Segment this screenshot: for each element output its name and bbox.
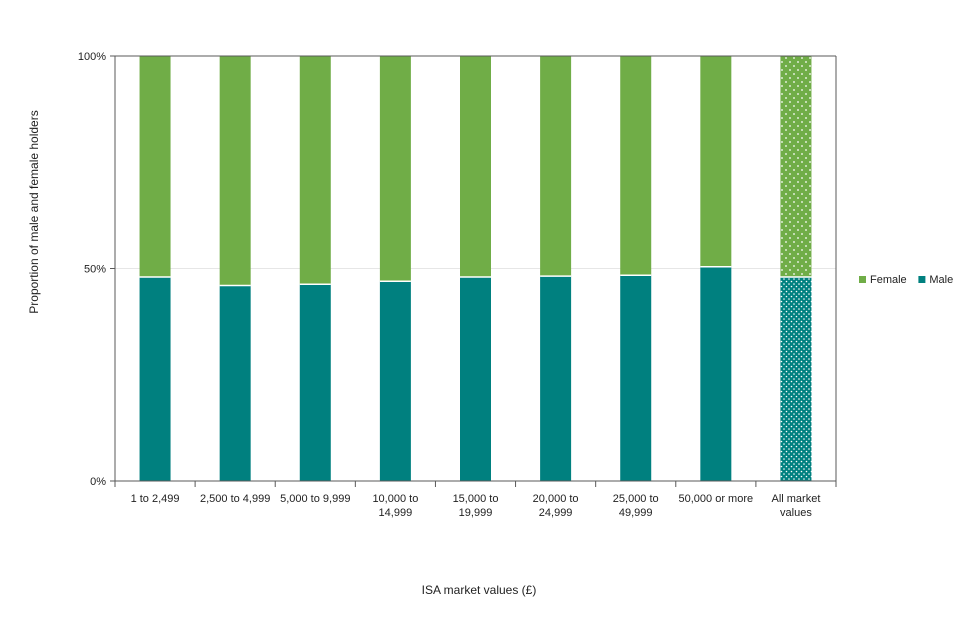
bar-female — [620, 56, 652, 276]
x-tick-label: 20,000 to 24,999 — [533, 493, 579, 519]
bars-group — [139, 56, 812, 481]
bar-female — [460, 56, 491, 277]
x-tick-label: 15,000 to 19,999 — [453, 493, 499, 519]
x-tick-label: 5,000 to 9,999 — [280, 493, 350, 505]
bar-male — [299, 284, 331, 481]
y-axis-title: Proportion of male and female holders — [27, 110, 41, 313]
x-axis-title: ISA market values (£) — [422, 583, 537, 597]
y-tick-label: 50% — [84, 264, 106, 276]
bar-female — [379, 56, 411, 282]
bar-female — [139, 56, 171, 277]
x-tick-label: 2,500 to 4,999 — [200, 493, 270, 505]
bar-male — [780, 277, 812, 481]
bar-male — [620, 275, 652, 481]
bar-female — [540, 56, 572, 277]
y-tick-labels: 0% 50% 100% — [78, 51, 106, 488]
axes-group — [110, 55, 837, 487]
bar-male — [460, 277, 491, 481]
x-tick-label: 10,000 to 14,999 — [372, 493, 418, 519]
bar-female — [219, 56, 251, 286]
bar-female — [780, 56, 812, 277]
legend-swatch — [859, 276, 866, 283]
bar-male — [139, 277, 171, 481]
legend: Female Male — [859, 274, 953, 286]
bar-male — [379, 281, 411, 481]
x-tick-label: 1 to 2,499 — [131, 493, 180, 505]
y-tick-label: 100% — [78, 51, 106, 63]
bar-male — [700, 266, 732, 481]
bar-female — [700, 56, 732, 267]
legend-swatch — [918, 276, 926, 283]
x-tick-labels: 1 to 2,499 2,500 to 4,999 5,000 to 9,999 10… — [131, 493, 821, 519]
bar-male — [219, 285, 251, 481]
x-tick-label: 50,000 or more — [679, 493, 754, 505]
x-tick-label: 25,000 to 49,999 — [613, 493, 659, 519]
x-tick-label: All market values — [771, 493, 820, 519]
bar-female — [299, 56, 331, 285]
legend-label: Female — [870, 274, 907, 286]
y-tick-label: 0% — [90, 476, 106, 488]
legend-label: Male — [929, 274, 953, 286]
bar-male — [540, 276, 572, 481]
